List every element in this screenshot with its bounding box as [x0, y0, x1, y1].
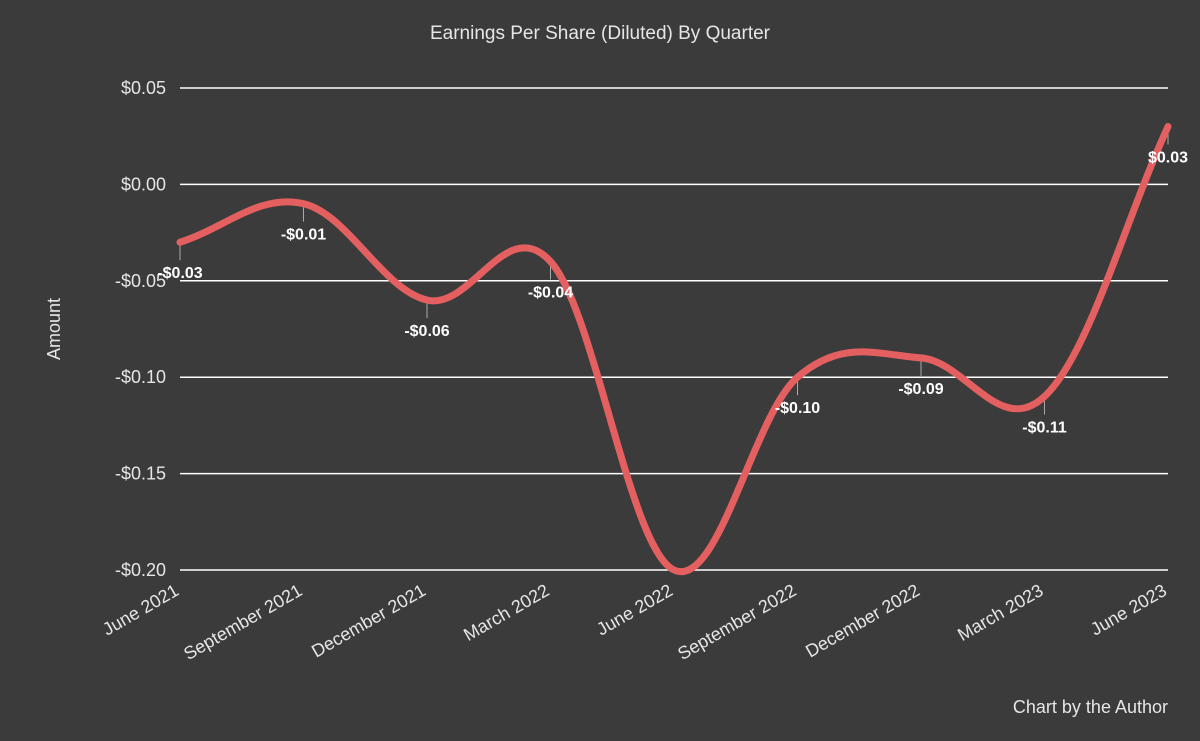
data-label: -$0.03	[157, 265, 202, 282]
chart-caption: Chart by the Author	[1013, 697, 1168, 717]
data-label: -$0.06	[404, 323, 449, 340]
chart-title: Earnings Per Share (Diluted) By Quarter	[430, 23, 771, 44]
data-label: -$0.01	[281, 227, 326, 244]
data-label: -$0.09	[898, 381, 943, 398]
y-tick-label: -$0.15	[115, 464, 166, 484]
y-tick-label: -$0.20	[115, 560, 166, 580]
data-label: -$0.04	[528, 285, 573, 302]
data-label: -$0.11	[1022, 419, 1067, 436]
y-tick-label: $0.00	[121, 174, 166, 194]
data-label: -$0.10	[775, 400, 820, 417]
y-axis-label: Amount	[44, 298, 64, 360]
y-tick-label: -$0.10	[115, 367, 166, 387]
y-tick-label: $0.05	[121, 78, 166, 98]
eps-chart: Earnings Per Share (Diluted) By Quarter $…	[0, 0, 1200, 741]
chart-svg: Earnings Per Share (Diluted) By Quarter $…	[0, 0, 1200, 741]
data-label: $0.03	[1148, 150, 1188, 167]
